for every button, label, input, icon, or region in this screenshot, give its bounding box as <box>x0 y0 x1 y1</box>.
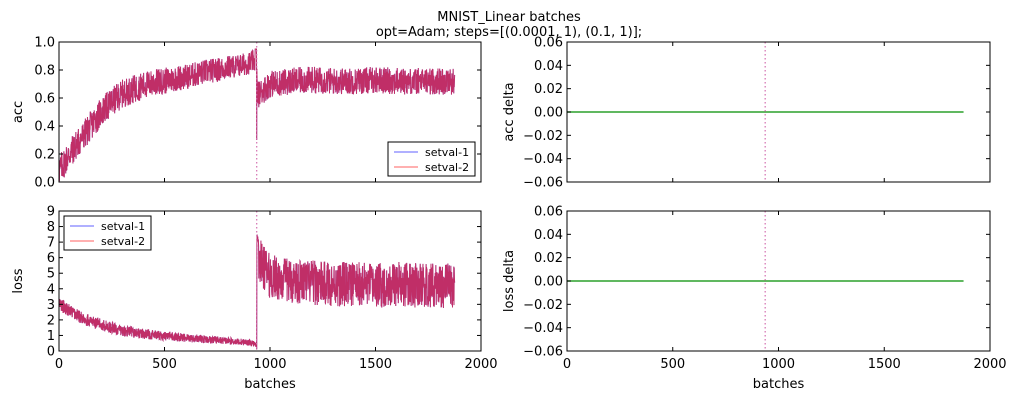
loss-xtick-label: 2000 <box>464 357 497 372</box>
loss-legend: setval-1 setval-2 <box>63 215 152 251</box>
acc-delta-plot-area <box>567 42 964 182</box>
loss-delta-ytick-label: 0.06 <box>534 205 563 220</box>
acc-delta-ytick-label: 0.04 <box>534 59 563 74</box>
loss-delta-ytick-label: 0.00 <box>534 275 563 290</box>
loss-delta-xlabel: batches <box>753 377 805 392</box>
figure-title-line1: MNIST_Linear batches <box>437 10 581 25</box>
acc-delta-ytick-label: −0.02 <box>523 129 563 144</box>
loss-ytick-label: 3 <box>47 298 55 313</box>
acc-plot-area <box>59 42 456 182</box>
loss-ytick-label: 5 <box>47 267 55 282</box>
acc-ytick-label: 0.4 <box>34 120 55 135</box>
loss-delta-xtick-label: 1500 <box>868 357 901 372</box>
acc-ytick-label: 0.8 <box>34 64 55 79</box>
acc-ytick-label: 0.0 <box>34 176 55 191</box>
loss-ytick-label: 0 <box>47 345 55 360</box>
loss-ytick-label: 8 <box>47 220 55 235</box>
acc-delta-ytick-label: 0.00 <box>534 106 563 121</box>
loss-plot-area <box>59 211 456 351</box>
loss-ytick-label: 1 <box>47 329 55 344</box>
acc-ytick-label: 1.0 <box>34 36 55 51</box>
acc-legend-label-setval-2: setval-2 <box>425 161 469 174</box>
loss-delta-ytick-label: 0.02 <box>534 251 563 266</box>
loss-xtick-label: 1000 <box>253 357 286 372</box>
loss-delta-xtick-label: 2000 <box>973 357 1006 372</box>
acc-delta-ytick-label: 0.06 <box>534 36 563 51</box>
panel-acc-delta: −0.06 −0.04 −0.02 0.00 0.02 0.04 0.06 acc delta <box>502 36 991 191</box>
loss-delta-plot-area <box>567 211 964 351</box>
loss-legend-label-setval-2: setval-2 <box>101 235 145 248</box>
loss-delta-xtick-label: 1000 <box>762 357 795 372</box>
loss-legend-label-setval-1: setval-1 <box>101 220 145 233</box>
loss-delta-ytick-label: 0.04 <box>534 228 563 243</box>
loss-ylabel: loss <box>11 268 26 293</box>
figure-title-line2: opt=Adam; steps=[(0.0001, 1), (0.1, 1)]; <box>376 25 642 40</box>
acc-delta-ytick-label: 0.02 <box>534 82 563 97</box>
panel-loss-delta: −0.06 −0.04 −0.02 0.00 0.02 0.04 0.06 0 500 1000 1… <box>502 205 1007 393</box>
loss-delta-xtick-label: 0 <box>563 357 571 372</box>
acc-ylabel: acc <box>11 101 26 123</box>
loss-series-setval-2 <box>59 234 456 350</box>
acc-series-setval-2 <box>59 48 456 182</box>
loss-ytick-label: 4 <box>47 282 55 297</box>
loss-delta-xtick-label: 500 <box>660 357 685 372</box>
loss-ytick-label: 9 <box>47 205 55 220</box>
acc-ytick-label: 0.6 <box>34 92 55 107</box>
acc-ytick-label: 0.2 <box>34 148 55 163</box>
acc-legend-box <box>387 141 476 177</box>
acc-delta-ylabel: acc delta <box>502 82 517 141</box>
acc-legend-label-setval-1: setval-1 <box>425 146 469 159</box>
loss-ytick-label: 2 <box>47 313 55 328</box>
loss-legend-box <box>63 215 152 251</box>
loss-delta-ylabel: loss delta <box>502 250 517 312</box>
loss-xtick-label: 500 <box>152 357 177 372</box>
loss-xtick-label: 0 <box>55 357 63 372</box>
loss-ytick-label: 6 <box>47 251 55 266</box>
loss-xlabel: batches <box>244 377 296 392</box>
chart-panels: 0.0 0.2 0.4 0.6 0.8 1.0 acc setval-1 setval-2 −0.… <box>11 36 1007 393</box>
loss-xtick-label: 1500 <box>359 357 392 372</box>
acc-delta-ytick-label: −0.06 <box>523 176 563 191</box>
panel-acc: 0.0 0.2 0.4 0.6 0.8 1.0 acc setval-1 setval-2 <box>11 36 482 191</box>
loss-delta-ytick-label: −0.06 <box>523 345 563 360</box>
loss-delta-ytick-label: −0.04 <box>523 321 563 336</box>
loss-ytick-label: 7 <box>47 236 55 251</box>
acc-legend: setval-1 setval-2 <box>387 141 476 177</box>
loss-delta-ytick-label: −0.02 <box>523 298 563 313</box>
acc-delta-ytick-label: −0.04 <box>523 152 563 167</box>
